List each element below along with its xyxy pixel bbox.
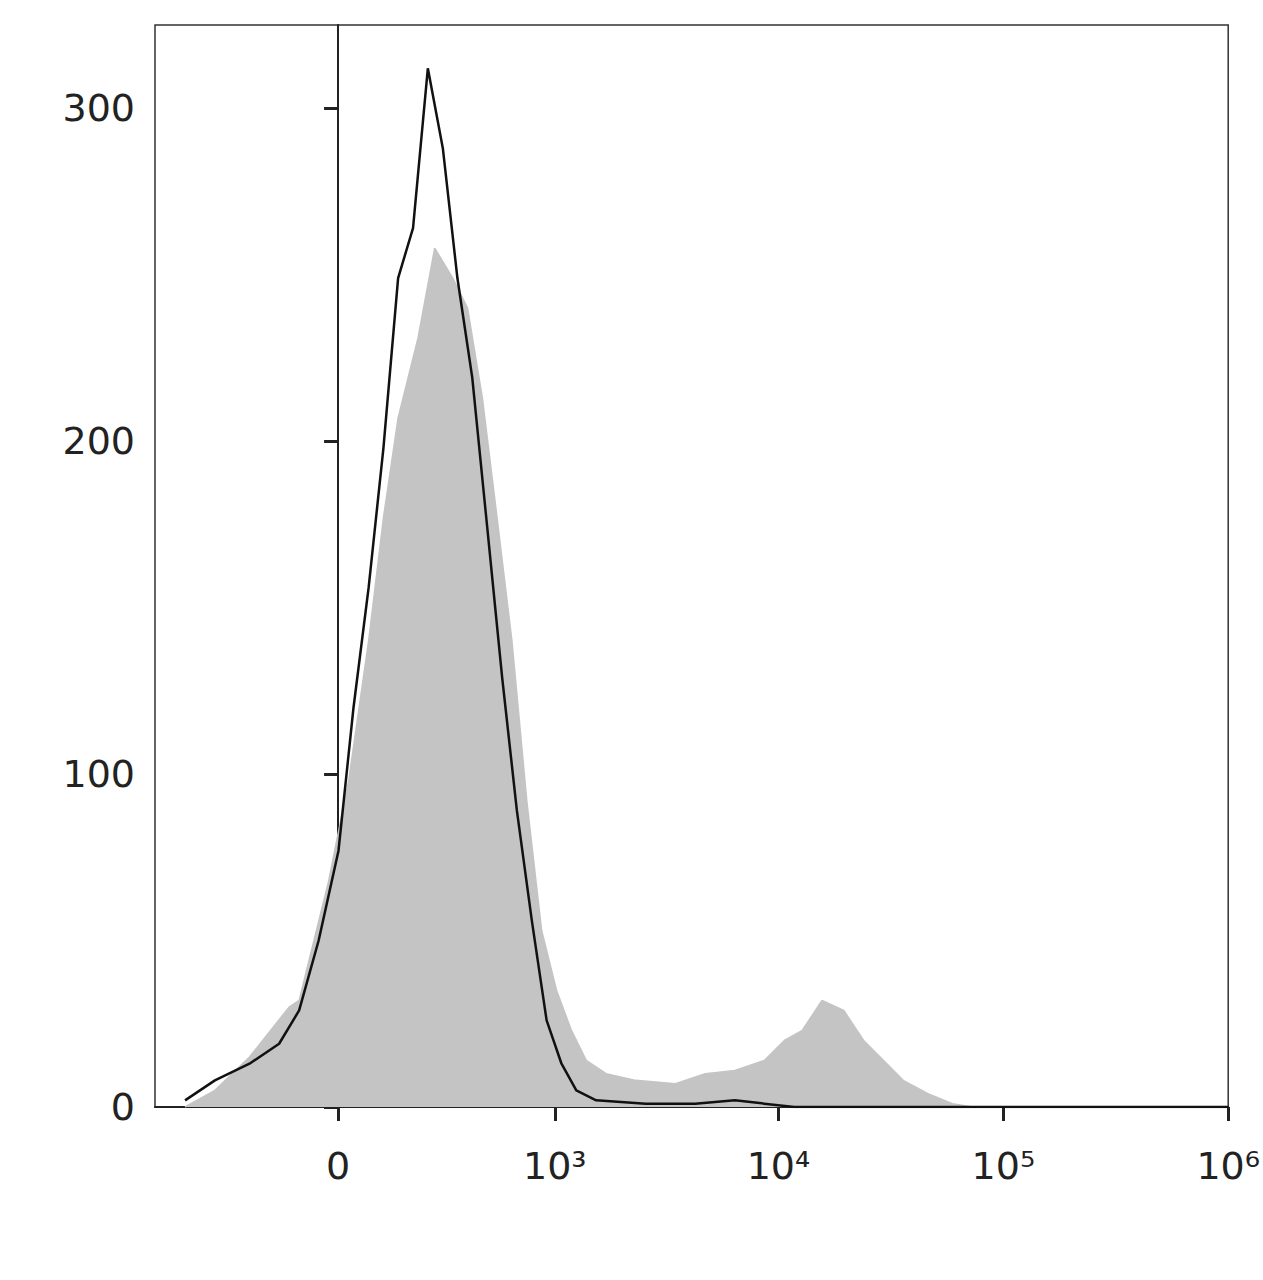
svg-text:10⁶: 10⁶ [1196, 1144, 1260, 1188]
svg-text:10⁵: 10⁵ [972, 1144, 1036, 1188]
svg-text:0: 0 [326, 1144, 350, 1188]
svg-text:10³: 10³ [523, 1144, 587, 1188]
svg-text:300: 300 [62, 86, 135, 130]
svg-text:10⁴: 10⁴ [747, 1144, 811, 1188]
svg-text:0: 0 [111, 1085, 135, 1129]
svg-text:100: 100 [62, 752, 135, 796]
svg-text:200: 200 [62, 419, 135, 463]
